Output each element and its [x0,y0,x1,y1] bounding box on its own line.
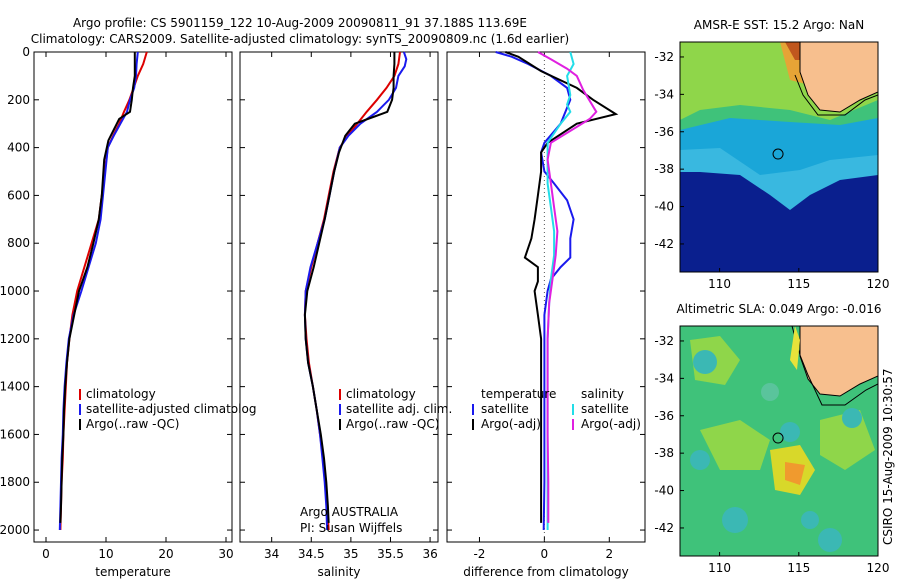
legend-label: Argo(-adj) [581,417,641,431]
y-tick-label: -40 [654,484,674,498]
legend-label: satellite [481,402,529,416]
x-tick-label: 34 [264,547,279,561]
x-tick-label: 35 [343,547,358,561]
x-tick-label: 34.5 [298,547,325,561]
y-tick-label: -32 [654,334,674,348]
axes-frame [239,51,439,543]
y-tick-label: 1400 [0,380,30,394]
legend-label: satellite [581,402,629,416]
series-line-0 [303,51,401,531]
x-tick-label: 36 [422,547,437,561]
x-tick-label: 0 [541,547,549,561]
x-axis-label: temperature [95,565,170,579]
y-tick-label: -38 [654,446,674,460]
y-tick-label: 1000 [0,284,30,298]
x-tick-label: 110 [708,277,731,291]
series-line-2 [303,52,396,523]
axes-frame [33,51,233,543]
x-tick-label: 10 [98,547,113,561]
panel-map-bottom: Altimetric SLA: 0.049 Argo: -0.016 -32 -34… [654,302,889,575]
legend-label: climatology [346,387,416,401]
y-tick-label: -40 [654,200,674,214]
x-axis-label: salinity [317,565,360,579]
series-line-2 [59,52,136,523]
series-line-0 [495,51,575,531]
axes-frame [446,51,646,543]
map-frame [679,41,879,273]
map-frame [679,325,879,557]
x-tick-label: 0 [42,547,50,561]
legend-label: Argo(..raw -QC) [86,417,179,431]
series-line-0 [59,51,148,531]
legend-header: salinity [581,387,624,401]
panel-salinity: 34 34.5 35 35.5 36 salinity climatologysatelli… [239,51,452,579]
legend-label: satellite-adjusted climatolog [86,402,256,416]
y-tick-label: 1600 [0,427,30,441]
x-tick-label: 35.5 [377,547,404,561]
series-line-1 [58,51,139,531]
x-tick-label: 2 [605,547,613,561]
y-tick-label: 1200 [0,332,30,346]
y-tick-label: -36 [654,125,674,139]
x-tick-label: 20 [158,547,173,561]
x-tick-label: -2 [473,547,485,561]
x-tick-label: 110 [708,561,731,575]
y-tick-label: -42 [654,521,674,535]
y-tick-label: 0 [22,45,30,59]
annotation: PI: Susan Wijffels [300,521,402,535]
legend-label: Argo(-adj) [481,417,541,431]
y-tick-label: 600 [7,188,30,202]
map-title: Altimetric SLA: 0.049 Argo: -0.016 [676,302,881,316]
y-tick-label: 800 [7,236,30,250]
float-position-marker [772,432,784,444]
x-tick-label: 115 [787,277,810,291]
series-line-3 [537,51,598,523]
x-tick-label: 115 [787,561,810,575]
y-tick-label: 2000 [0,523,30,537]
y-tick-label: -32 [654,50,674,64]
figure-title-line1: Argo profile: CS 5901159_122 10-Aug-2009… [73,16,527,30]
map-title: AMSR-E SST: 15.2 Argo: NaN [694,18,864,32]
sla-map-image [680,326,878,556]
y-tick-label: -34 [654,371,674,385]
float-position-marker [772,148,784,160]
y-tick-label: 200 [7,93,30,107]
x-tick-label: 120 [867,277,890,291]
y-tick-label: 400 [7,141,30,155]
figure-title-line2: Climatology: CARS2009. Satellite-adjuste… [31,32,569,46]
x-tick-label: 30 [218,547,233,561]
y-tick-label: 1800 [0,475,30,489]
y-tick-label: -42 [654,237,674,251]
panel-temperature: 0 200 400 600 800 1000 1200 1400 1600 1800 2000 0 10… [0,45,256,579]
legend-label: climatology [86,387,156,401]
sst-map-image [680,42,878,272]
y-tick-label: -36 [654,409,674,423]
y-tick-label: -34 [654,87,674,101]
legend-label: satellite adj. clim. [346,402,452,416]
legend-label: Argo(..raw -QC) [346,417,439,431]
x-tick-label: 120 [867,561,890,575]
legend-header: temperature [481,387,556,401]
panel-difference: -2 0 2 difference from climatology temperatu… [446,51,646,579]
y-tick-label: -38 [654,162,674,176]
annotation: Argo AUSTRALIA [300,505,399,519]
timestamp-label: CSIRO 15-Aug-2009 10:30:57 [881,369,895,545]
panel-map-top: AMSR-E SST: 15.2 Argo: NaN -32 -34 -36 -38 -4… [654,18,889,291]
x-axis-label: difference from climatology [463,565,629,579]
